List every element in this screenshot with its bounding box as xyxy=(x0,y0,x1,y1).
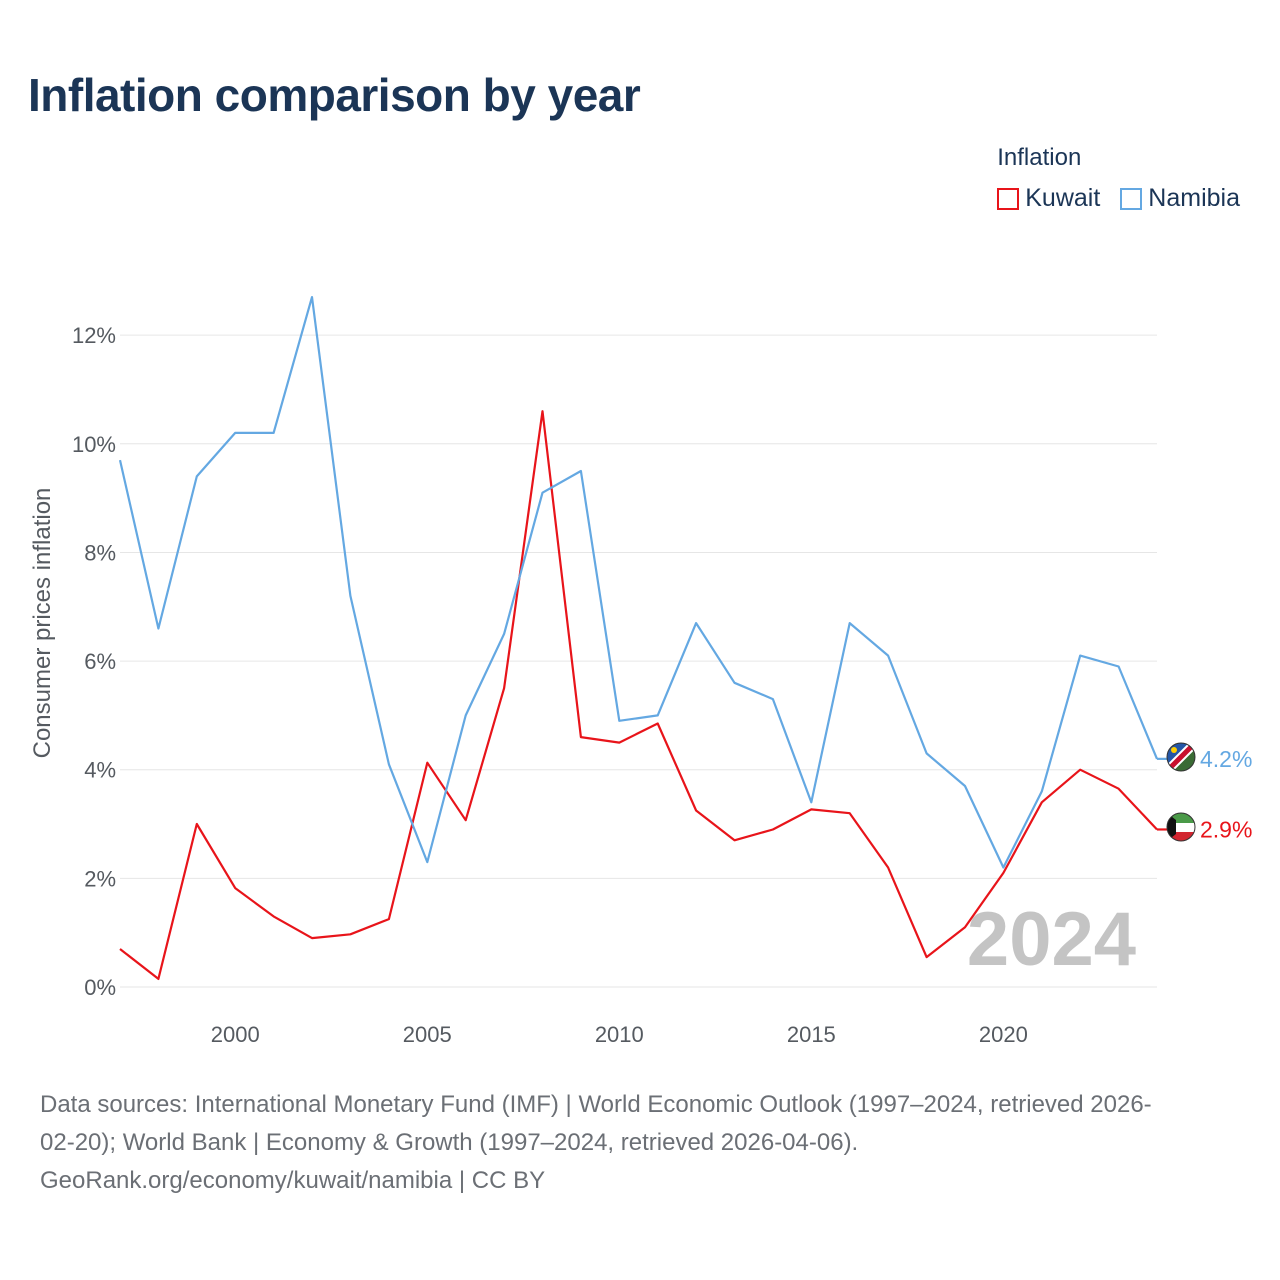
y-tick-label: 0% xyxy=(84,975,116,1000)
namibia-flag-icon xyxy=(1166,742,1196,772)
footer-sources-line-1: Data sources: International Monetary Fun… xyxy=(40,1091,1152,1118)
y-tick-label: 12% xyxy=(72,323,116,348)
y-axis-label: Consumer prices inflation xyxy=(29,488,56,759)
series-line-kuwait[interactable] xyxy=(119,410,1158,981)
legend-label-namibia: Namibia xyxy=(1148,184,1240,212)
x-tick-label: 2015 xyxy=(787,1022,836,1047)
series-line-namibia[interactable] xyxy=(118,296,1159,869)
legend-swatch-namibia xyxy=(1120,187,1143,210)
line-chart: 0% 2% 4% 6% 8% 10% 12% 2000 2005 2010 2015 2020 Con… xyxy=(29,296,1252,1047)
x-tick-label: 2010 xyxy=(595,1022,644,1047)
chart-title: Inflation comparison by year xyxy=(28,69,641,121)
footer-sources-line-2: 02-20); World Bank | Economy & Growth (1… xyxy=(40,1129,859,1156)
x-tick-label: 2005 xyxy=(403,1022,452,1047)
end-value-label-kuwait: 2.9% xyxy=(1200,816,1252,842)
legend: Inflation Kuwait Namibia xyxy=(997,144,1240,213)
year-watermark: 2024 xyxy=(967,897,1136,982)
legend-item-kuwait[interactable]: Kuwait xyxy=(997,184,1100,213)
y-tick-label: 8% xyxy=(84,540,116,565)
y-tick-label: 10% xyxy=(72,432,116,457)
footer-attribution: GeoRank.org/economy/kuwait/namibia | CC … xyxy=(40,1167,546,1194)
end-value-label-namibia: 4.2% xyxy=(1200,746,1252,772)
x-tick-label: 2020 xyxy=(979,1022,1028,1047)
legend-title: Inflation xyxy=(997,144,1082,171)
y-tick-label: 4% xyxy=(84,758,116,783)
legend-label-kuwait: Kuwait xyxy=(1025,184,1101,212)
legend-item-namibia[interactable]: Namibia xyxy=(1120,184,1240,213)
footer: Data sources: International Monetary Fun… xyxy=(40,1086,1245,1200)
kuwait-flag-icon xyxy=(1166,812,1196,842)
y-tick-label: 2% xyxy=(84,866,116,891)
x-tick-label: 2000 xyxy=(211,1022,260,1047)
legend-swatch-kuwait xyxy=(997,187,1020,210)
y-tick-label: 6% xyxy=(84,649,116,674)
